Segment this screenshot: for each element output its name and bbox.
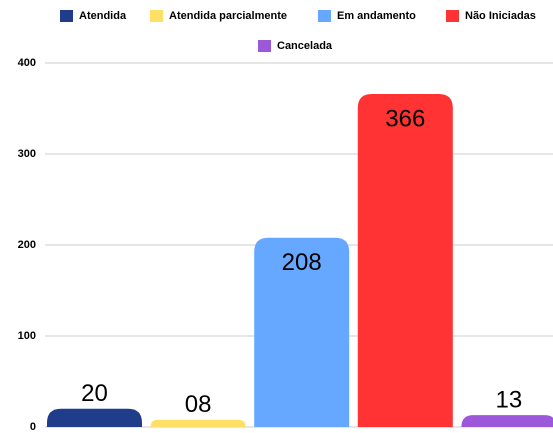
bar	[461, 415, 553, 427]
bar	[47, 408, 142, 427]
legend-label: Cancelada	[277, 40, 333, 52]
data-label: 208	[282, 249, 322, 276]
y-tick-label: 200	[18, 239, 36, 251]
legend-swatch	[318, 10, 331, 22]
data-label: 366	[385, 105, 425, 132]
legend-swatch	[150, 10, 163, 22]
bar	[254, 237, 350, 427]
y-tick-label: 0	[30, 421, 36, 433]
y-tick-label: 400	[18, 57, 36, 69]
y-tick-label: 100	[18, 330, 36, 342]
y-tick-label: 300	[18, 148, 36, 160]
bar	[150, 419, 246, 427]
legend-swatch	[60, 10, 73, 22]
bar	[357, 93, 453, 427]
legend-label: Atendida parcialmente	[169, 10, 287, 22]
legend-label: Em andamento	[337, 10, 416, 22]
data-label: 08	[185, 391, 212, 418]
data-label: 13	[496, 387, 523, 414]
data-label: 20	[81, 380, 108, 407]
legend-swatch	[258, 40, 271, 52]
legend-label: Não Iniciadas	[465, 10, 536, 22]
legend-label: Atendida	[79, 10, 127, 22]
legend-swatch	[446, 10, 459, 22]
